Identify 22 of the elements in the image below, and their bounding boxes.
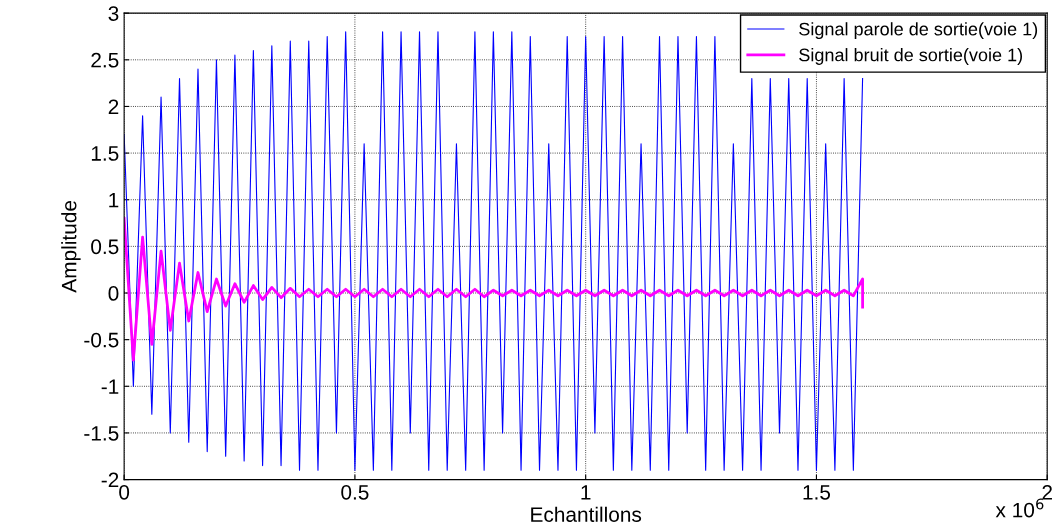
y-tick-label: -0.5 [84, 332, 119, 348]
x-tick-label: 2 [1042, 484, 1052, 500]
x-tick-label: 1 [581, 485, 591, 500]
y-tick-label: -1.5 [84, 426, 119, 441]
y-tick-label: 0.5 [91, 239, 119, 255]
x-tick-label: 0 [119, 484, 130, 500]
y-tick-label: 0 [108, 286, 119, 301]
y-tick-label: -2 [101, 472, 119, 488]
x-tick-label: 0.5 [341, 484, 369, 500]
y-axis-title: Amplitude [61, 200, 81, 293]
line-series [124, 217, 864, 362]
y-tick-label: 3 [108, 6, 119, 21]
text: x 10$^{6}$ [995, 498, 1044, 518]
x-tick-label: 1.5 [803, 485, 831, 500]
y-tick-label: 2 [108, 99, 119, 114]
legend-label: Signal parole de sortie(voie 1) [799, 22, 1038, 40]
legend-label: Signal bruit de sortie(voie 1) [799, 48, 1023, 65]
y-tick-label: 1 [109, 192, 119, 208]
y-tick-label: -1 [101, 379, 119, 394]
y-tick-label: 2.5 [91, 52, 119, 68]
y-tick-label: 1.5 [91, 146, 119, 161]
x-axis-title: Echantillons [531, 506, 642, 522]
